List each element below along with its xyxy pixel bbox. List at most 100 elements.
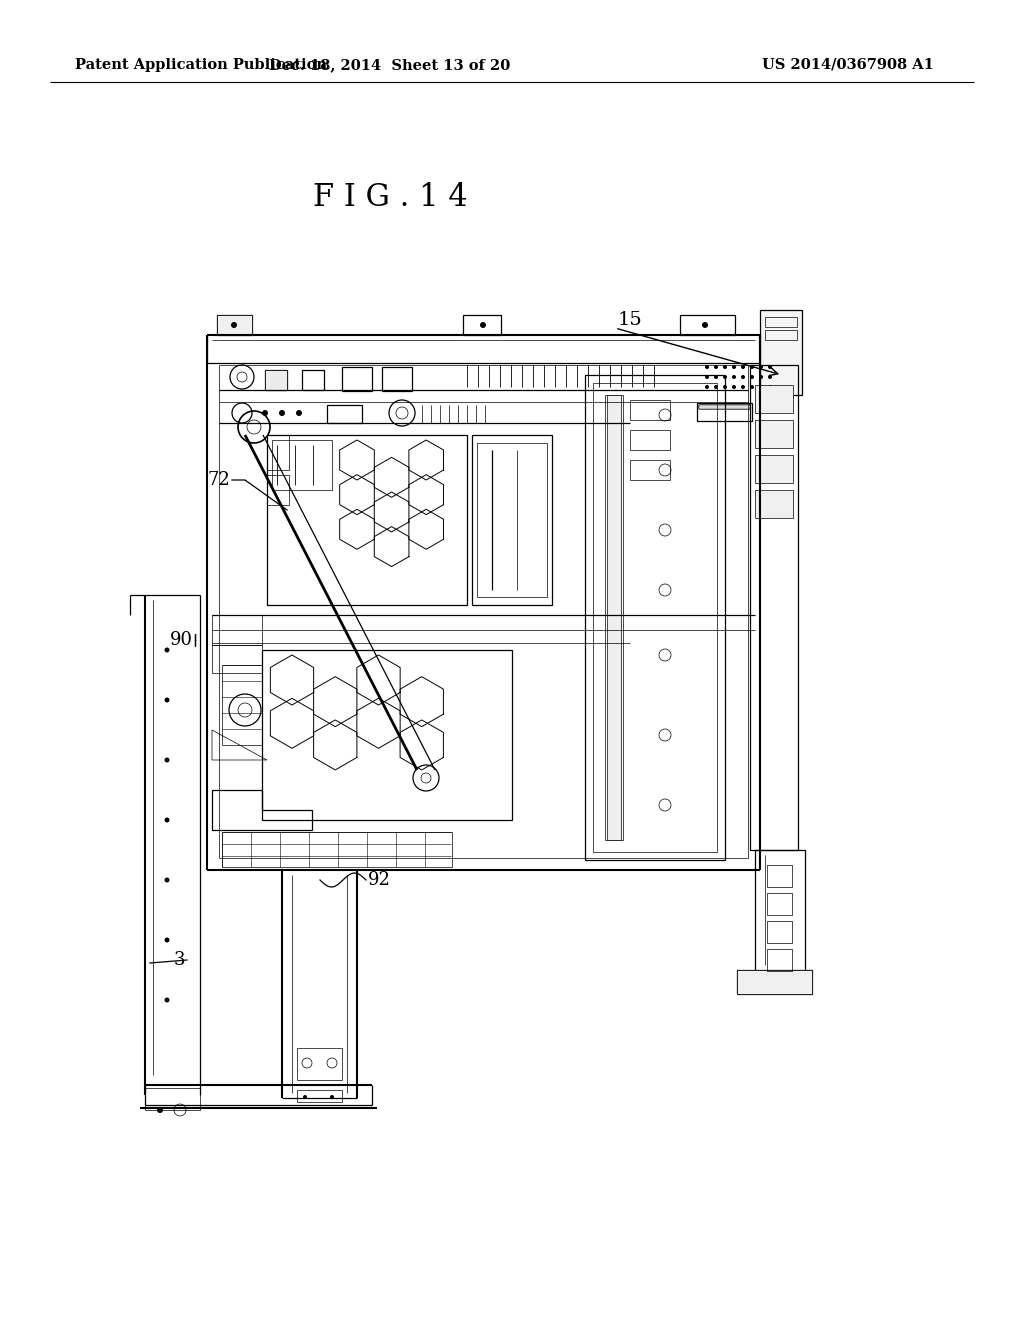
Circle shape [741,385,745,389]
Bar [477,444,547,597]
Text: F I G . 1 4: F I G . 1 4 [312,182,467,214]
Bar [267,475,289,506]
Circle shape [714,385,718,389]
Bar [382,367,412,391]
Bar [217,315,252,335]
Circle shape [279,411,285,416]
Circle shape [741,375,745,379]
Circle shape [750,385,754,389]
Bar [222,832,452,867]
Circle shape [330,1096,334,1100]
Bar [342,367,372,391]
Bar [297,1090,342,1102]
Circle shape [714,375,718,379]
Bar [630,430,670,450]
Bar [472,436,552,605]
Bar [265,370,287,389]
Text: Dec. 18, 2014  Sheet 13 of 20: Dec. 18, 2014 Sheet 13 of 20 [269,58,511,73]
Bar [593,383,717,851]
Bar [699,405,750,409]
Bar [212,645,262,673]
Circle shape [723,375,727,379]
Text: 15: 15 [618,312,643,329]
Text: 92: 92 [368,871,391,888]
Bar [463,315,501,335]
Bar [212,615,262,645]
Circle shape [702,322,708,327]
Bar [607,395,621,840]
Circle shape [165,878,170,883]
Bar [217,315,252,335]
Circle shape [165,817,170,822]
Bar [750,366,798,850]
Bar [765,330,797,341]
Bar [605,395,623,840]
Bar [755,490,793,517]
Circle shape [768,366,772,370]
Bar [755,455,793,483]
Circle shape [165,758,170,763]
Circle shape [705,375,709,379]
Bar [680,315,735,335]
Circle shape [165,998,170,1002]
Circle shape [750,375,754,379]
Bar [699,405,750,409]
Bar [222,665,262,744]
Circle shape [262,411,268,416]
Circle shape [723,385,727,389]
Bar [699,405,750,409]
Bar [767,921,792,942]
Circle shape [165,937,170,942]
Circle shape [714,366,718,370]
Bar [297,1048,342,1080]
Circle shape [157,1107,163,1113]
Bar [327,405,362,422]
Text: US 2014/0367908 A1: US 2014/0367908 A1 [762,58,934,73]
Bar [767,949,792,972]
Bar [765,317,797,327]
Circle shape [723,366,727,370]
Circle shape [759,366,763,370]
Text: Patent Application Publication: Patent Application Publication [75,58,327,73]
Circle shape [732,375,736,379]
Bar [755,850,805,990]
Text: 72: 72 [207,471,230,488]
Circle shape [768,375,772,379]
Text: 90: 90 [170,631,193,649]
Bar [755,385,793,413]
Circle shape [750,366,754,370]
Circle shape [732,366,736,370]
Bar [767,865,792,887]
Bar [737,970,812,994]
Circle shape [741,366,745,370]
Circle shape [303,1096,307,1100]
Bar [265,370,287,389]
Circle shape [759,385,763,389]
Bar [585,375,725,861]
Bar [267,436,467,605]
Bar [145,1088,200,1110]
Circle shape [705,366,709,370]
Circle shape [480,322,486,327]
Bar [755,420,793,447]
Circle shape [165,648,170,652]
Text: 3: 3 [173,950,185,969]
Bar [262,649,512,820]
Circle shape [768,385,772,389]
Bar [737,970,812,994]
Bar [767,894,792,915]
Circle shape [296,411,302,416]
Bar [630,459,670,480]
Circle shape [165,697,170,702]
Bar [272,440,332,490]
Circle shape [231,322,237,327]
Bar [630,400,670,420]
Circle shape [759,375,763,379]
Circle shape [732,385,736,389]
Circle shape [705,385,709,389]
Bar [699,405,750,409]
Bar [267,436,289,470]
Bar [302,370,324,389]
Bar [697,403,752,421]
Polygon shape [760,310,802,395]
